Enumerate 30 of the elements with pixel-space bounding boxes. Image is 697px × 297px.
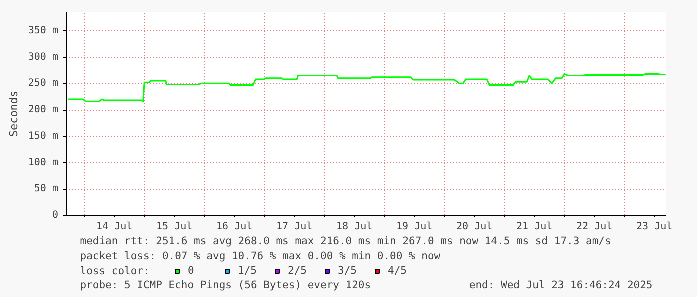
y-tick-label: 300 m xyxy=(28,52,59,63)
text: packet loss: 0.07 % avg 10.76 % max 0.00 % min 0.00 % now xyxy=(80,250,442,262)
x-tick-label: 22 Jul xyxy=(576,222,613,232)
text: end: Wed Jul 23 16:46:24 2025 xyxy=(469,280,653,292)
legend-label: 0 xyxy=(188,265,196,277)
text: median rtt: 251.6 ms avg 268.0 ms max 216.0 ms min 267.0 ms now 14.5 ms sd 17.3 am/s xyxy=(80,236,612,248)
legend-label: 4/5 xyxy=(388,265,408,277)
x-tick-label: 21 Jul xyxy=(516,222,553,232)
y-tick-label: 250 m xyxy=(28,78,59,90)
text: probe: 5 ICMP Echo Pings (56 Bytes) every 120s xyxy=(80,280,372,292)
y-tick-label: 150 m xyxy=(28,130,59,142)
legend-title: loss color: xyxy=(80,266,150,278)
x-tick-label: 18 Jul xyxy=(336,222,373,232)
y-tick-label: 50 m xyxy=(34,184,59,195)
y-tick-label: 200 m xyxy=(28,104,59,116)
x-tick-label: 23 Jul xyxy=(636,222,673,232)
legend-label: 1/5 xyxy=(238,265,258,277)
x-tick-label: 16 Jul xyxy=(216,222,253,232)
x-tick-label: 15 Jul xyxy=(156,222,193,232)
x-tick-label: 19 Jul xyxy=(396,222,433,232)
x-tick-label: 20 Jul xyxy=(456,222,493,232)
y-tick-label: 100 m xyxy=(28,157,59,168)
legend-label: 3/5 xyxy=(338,265,358,277)
y-axis-title: Seconds xyxy=(7,90,20,138)
legend-label: 2/5 xyxy=(288,265,308,277)
y-tick-label: 350 m xyxy=(28,25,59,36)
x-tick-label: 14 Jul xyxy=(96,222,133,232)
x-tick-label: 17 Jul xyxy=(276,222,313,232)
line-series xyxy=(68,73,666,102)
y-tick-label: 0 xyxy=(52,210,59,221)
